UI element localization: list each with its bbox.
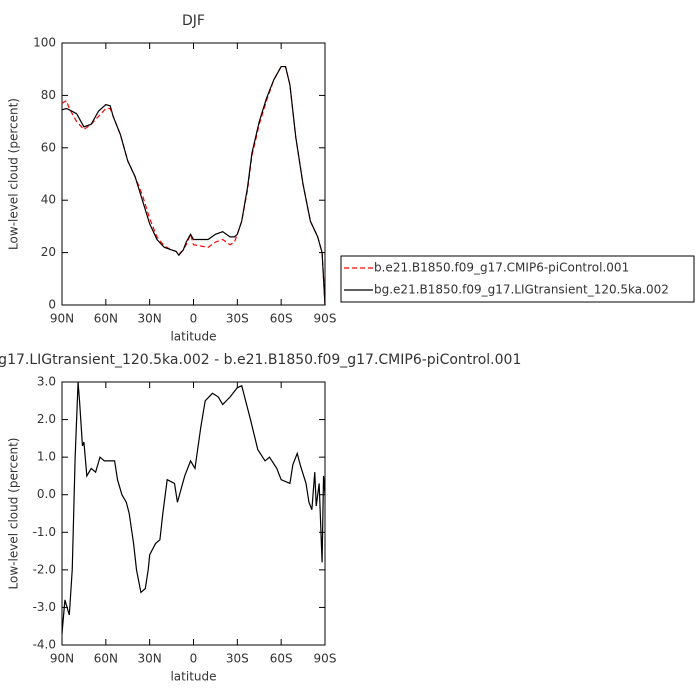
x-tick-label: 60N: [94, 312, 118, 326]
y-axis-label: Low-level cloud (percent): [7, 98, 21, 250]
y-tick-label: 40: [41, 193, 56, 207]
legend: b.e21.B1850.f09_g17.CMIP6-piControl.001b…: [340, 255, 695, 303]
x-axis-label: latitude: [170, 330, 216, 344]
x-axis-label: latitude: [170, 670, 216, 684]
x-tick-label: 60S: [270, 652, 293, 666]
y-tick-label: 100: [33, 36, 56, 50]
y-tick-label: 80: [41, 88, 56, 102]
y-tick-label: 20: [41, 245, 56, 259]
chart-title: bg.e21.B1850.f09_g17.LIGtransient_120.5k…: [0, 352, 521, 368]
y-tick-label: -1.0: [33, 525, 56, 539]
x-tick-label: 90N: [50, 652, 74, 666]
y-tick-label: 0.0: [37, 487, 56, 501]
x-tick-label: 60S: [270, 312, 293, 326]
legend-label: b.e21.B1850.f09_g17.CMIP6-piControl.001: [374, 261, 629, 275]
y-tick-label: 2.0: [37, 412, 56, 426]
y-axis-label: Low-level cloud (percent): [7, 438, 21, 590]
data-line: [61, 381, 326, 634]
x-tick-label: 30S: [226, 312, 249, 326]
x-tick-label: 60N: [94, 652, 118, 666]
plot-frame: [61, 42, 326, 306]
x-tick-label: 30N: [138, 312, 162, 326]
plot-frame: [61, 381, 326, 646]
legend-label: bg.e21.B1850.f09_g17.LIGtransient_120.5k…: [374, 283, 669, 297]
y-tick-label: 60: [41, 140, 56, 154]
x-tick-label: 90S: [314, 652, 337, 666]
y-tick-label: 3.0: [37, 375, 56, 389]
data-line: [61, 65, 326, 306]
y-tick-label: -2.0: [33, 562, 56, 576]
x-tick-label: 30N: [138, 652, 162, 666]
x-tick-label: 90S: [314, 312, 337, 326]
data-line: [61, 65, 326, 306]
x-tick-label: 30S: [226, 652, 249, 666]
x-tick-label: 0: [190, 312, 198, 326]
x-tick-label: 90N: [50, 312, 74, 326]
legend-box: [340, 255, 695, 303]
y-tick-label: 0: [48, 298, 56, 312]
y-tick-label: 1.0: [37, 450, 56, 464]
y-tick-label: -3.0: [33, 600, 56, 614]
y-tick-label: -4.0: [33, 638, 56, 652]
x-tick-label: 0: [190, 652, 198, 666]
chart-title: DJF: [182, 13, 205, 29]
